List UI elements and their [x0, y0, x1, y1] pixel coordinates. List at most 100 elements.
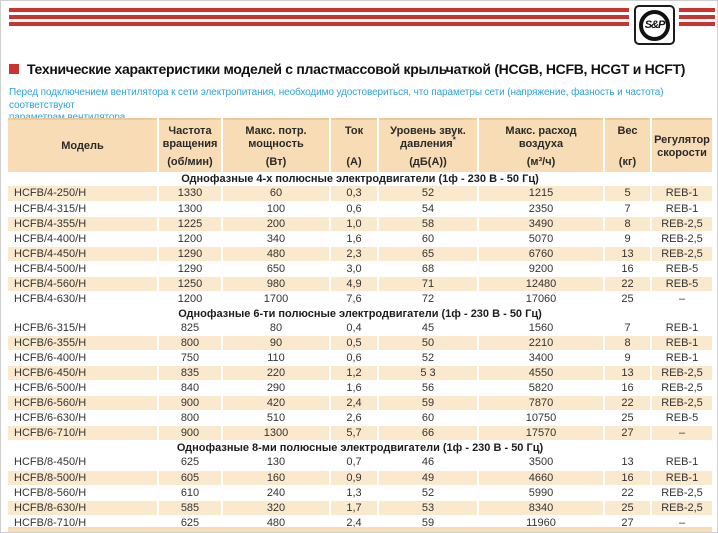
col-header-noise: Уровень звук. давления* (дБ(А)): [378, 118, 479, 172]
value-cell-power: 110: [222, 350, 331, 366]
model-cell: HCFB/4-355/H: [8, 216, 159, 232]
col-header-label: Уровень звук. давления*: [390, 125, 466, 150]
value-cell-noise: 59: [378, 395, 479, 411]
value-cell-current: 1,6: [330, 231, 379, 247]
value-cell-power: 650: [222, 261, 331, 277]
table-row: HCFB/6-630/H 800 510 2,6 60 10750 25 REB-5: [8, 410, 712, 426]
model-cell: HCFB/4-250/H: [8, 186, 159, 202]
value-cell-speed: 1200: [158, 291, 223, 307]
section-title: Однофазные 8-ми полюсные электродвигател…: [8, 440, 712, 455]
red-square-bullet-icon: [9, 64, 19, 74]
table-row: HCFB/6-500/H 840 290 1,6 56 5820 16 REB-2,5: [8, 380, 712, 396]
value-cell-airflow: 1560: [478, 320, 605, 336]
value-cell-weight: 16: [604, 470, 652, 486]
value-cell-power: 290: [222, 380, 331, 396]
value-cell-current: 4,9: [330, 276, 379, 292]
col-header-power: Макс. потр. мощность (Вт): [222, 118, 331, 172]
spec-table: Модель Частота вращения (об/мин) Макс. потр.…: [8, 118, 712, 531]
col-header-label: Ток: [344, 125, 364, 137]
model-cell: HCFB/8-500/H: [8, 470, 159, 486]
value-cell-power: 80: [222, 320, 331, 336]
model-cell: HCFB/6-450/H: [8, 365, 159, 381]
value-cell-weight: 25: [604, 410, 652, 426]
value-cell-current: 0,6: [330, 201, 379, 217]
value-cell-power: 160: [222, 470, 331, 486]
value-cell-speed: 800: [158, 410, 223, 426]
value-cell-controller: REB-1: [651, 350, 712, 366]
value-cell-airflow: 5070: [478, 231, 605, 247]
model-cell: HCFB/4-500/H: [8, 261, 159, 277]
value-cell-airflow: 9200: [478, 261, 605, 277]
spec-table-head: Модель Частота вращения (об/мин) Макс. потр.…: [8, 118, 712, 172]
value-cell-airflow: 4660: [478, 470, 605, 486]
value-cell-power: 980: [222, 276, 331, 292]
value-cell-weight: 7: [604, 320, 652, 336]
value-cell-weight: 16: [604, 261, 652, 277]
value-cell-speed: 1330: [158, 186, 223, 202]
col-header-controller: Регулятор скорости: [651, 118, 712, 172]
value-cell-airflow: 2350: [478, 201, 605, 217]
value-cell-weight: 8: [604, 335, 652, 351]
value-cell-speed: 605: [158, 470, 223, 486]
value-cell-power: 480: [222, 246, 331, 262]
value-cell-current: 1,6: [330, 380, 379, 396]
value-cell-noise: 65: [378, 246, 479, 262]
table-row: HCFB/8-710/H 625 480 2,4 59 11960 27–: [8, 515, 712, 531]
value-cell-current: 2,3: [330, 246, 379, 262]
col-header-speed: Частота вращения (об/мин): [158, 118, 223, 172]
table-row: HCFB/8-630/H 585 320 1,7 53 8340 25 REB-2,5: [8, 500, 712, 516]
value-cell-current: 0,4: [330, 320, 379, 336]
value-cell-current: 0,3: [330, 186, 379, 202]
table-row: HCFB/6-400/H 750 110 0,6 52 3400 9 REB-1: [8, 350, 712, 366]
value-cell-weight: 13: [604, 455, 652, 471]
value-cell-current: 3,0: [330, 261, 379, 277]
value-cell-weight: 16: [604, 380, 652, 396]
value-cell-power: 100: [222, 201, 331, 217]
value-cell-speed: 750: [158, 350, 223, 366]
col-header-label: Макс. потр. мощность: [245, 125, 307, 150]
red-stripe: [679, 8, 715, 12]
value-cell-noise: 45: [378, 320, 479, 336]
value-cell-airflow: 1215: [478, 186, 605, 202]
value-cell-airflow: 5990: [478, 485, 605, 501]
value-cell-airflow: 12480: [478, 276, 605, 292]
value-cell-airflow: 8340: [478, 500, 605, 516]
top-stripes-left: [9, 8, 629, 29]
table-row: HCFB/6-450/H 835 220 1,2 5 3 4550 13 REB-2,5: [8, 365, 712, 381]
value-cell-current: 0,7: [330, 455, 379, 471]
intro-note: Перед подключением вентилятора к сети эл…: [9, 87, 715, 125]
table-row: HCFB/4-450/H 1290 480 2,3 65 6760 13 REB-2,5: [8, 246, 712, 262]
value-cell-controller: REB-2,5: [651, 365, 712, 381]
col-header-label: Макс. расход воздуха: [505, 125, 577, 150]
model-cell: HCFB/8-450/H: [8, 455, 159, 471]
value-cell-controller: REB-1: [651, 455, 712, 471]
model-cell: HCFB/6-400/H: [8, 350, 159, 366]
section-header-row: Однофазные 8-ми полюсные электродвигател…: [8, 440, 712, 455]
value-cell-airflow: 11960: [478, 515, 605, 531]
value-cell-noise: 60: [378, 410, 479, 426]
value-cell-noise: 68: [378, 261, 479, 277]
value-cell-speed: 1290: [158, 261, 223, 277]
value-cell-weight: 9: [604, 350, 652, 366]
value-cell-controller: REB-2,5: [651, 395, 712, 411]
value-cell-controller: REB-2,5: [651, 246, 712, 262]
value-cell-airflow: 7870: [478, 395, 605, 411]
value-cell-controller: REB-5: [651, 410, 712, 426]
value-cell-airflow: 3490: [478, 216, 605, 232]
value-cell-noise: 54: [378, 201, 479, 217]
value-cell-power: 340: [222, 231, 331, 247]
value-cell-airflow: 6760: [478, 246, 605, 262]
sp-logo-ring: S&P: [639, 9, 670, 41]
value-cell-speed: 1300: [158, 201, 223, 217]
model-cell: HCFB/6-500/H: [8, 380, 159, 396]
table-row: HCFB/6-315/H 825 80 0,4 45 1560 7 REB-1: [8, 320, 712, 336]
value-cell-current: 5,7: [330, 425, 379, 441]
value-cell-controller: REB-1: [651, 470, 712, 486]
value-cell-weight: 25: [604, 291, 652, 307]
value-cell-controller: REB-5: [651, 261, 712, 277]
value-cell-noise: 49: [378, 470, 479, 486]
value-cell-current: 0,9: [330, 470, 379, 486]
value-cell-noise: 58: [378, 216, 479, 232]
value-cell-noise: 66: [378, 425, 479, 441]
table-row: HCFB/4-250/H 1330 60 0,3 52 1215 5 REB-1: [8, 186, 712, 202]
